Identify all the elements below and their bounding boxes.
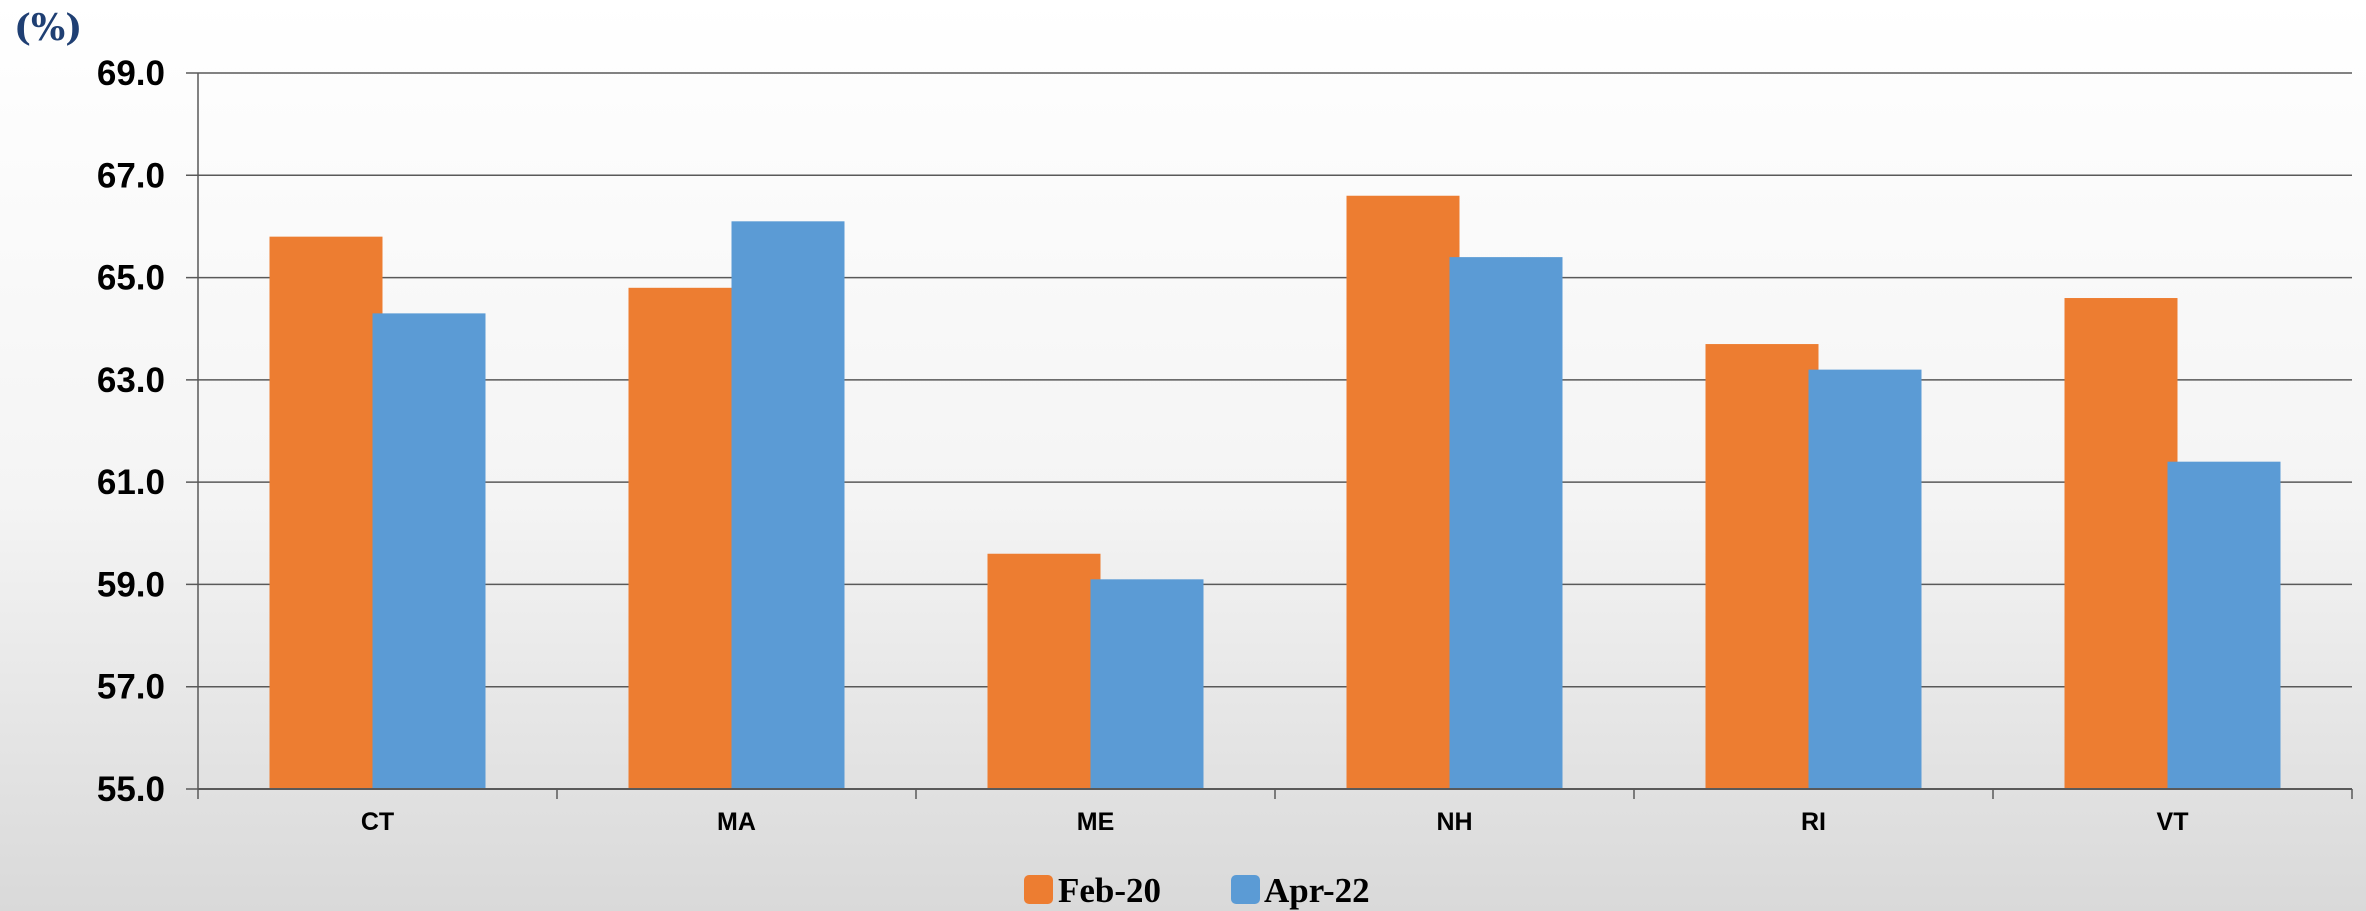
bar-apr-22-vt [2167, 461, 2281, 789]
y-tick-label: 59.0 [97, 565, 165, 604]
bar-apr-22-ct [372, 313, 486, 789]
y-tick-label: 57.0 [97, 668, 165, 707]
legend: Feb-20 Apr-22 [1024, 871, 1370, 910]
unit-label: (%) [14, 7, 82, 49]
x-tick-label: VT [2157, 808, 2189, 836]
y-tick-label: 67.0 [97, 156, 165, 195]
bar-apr-22-me [1090, 579, 1204, 789]
y-tick-label: 69.0 [97, 54, 165, 93]
bar-apr-22-nh [1449, 257, 1563, 790]
bar-feb-20-ma [628, 287, 742, 789]
x-tick-label: RI [1801, 808, 1826, 836]
bar-apr-22-ma [731, 221, 845, 790]
bar-feb-20-me [987, 553, 1101, 789]
legend-label: Feb-20 [1058, 871, 1161, 910]
x-axis: CT MA ME NH RI VT [197, 788, 2353, 836]
legend-swatch-apr-22 [1231, 875, 1260, 904]
x-tick-label: CT [361, 808, 394, 836]
y-tick-label: 63.0 [97, 361, 165, 400]
y-axis-ticks: 69.0 67.0 65.0 63.0 61.0 59.0 57.0 55.0 [97, 54, 165, 809]
bar-apr-22-ri [1808, 369, 1922, 789]
bar-feb-20-ct [269, 236, 383, 789]
bar-feb-20-vt [2064, 298, 2178, 789]
bar-feb-20-ri [1705, 344, 1819, 789]
x-tick-label: NH [1436, 808, 1472, 836]
bars [269, 195, 2281, 790]
y-tick-label: 61.0 [97, 463, 165, 502]
y-tick-label: 65.0 [97, 259, 165, 298]
gridlines [186, 72, 2352, 790]
legend-label: Apr-22 [1264, 871, 1370, 910]
x-tick-label: MA [717, 808, 756, 836]
y-tick-label: 55.0 [97, 770, 165, 809]
x-tick-label: ME [1077, 808, 1115, 836]
bar-feb-20-nh [1346, 195, 1460, 789]
legend-swatch-feb-20 [1024, 875, 1053, 904]
